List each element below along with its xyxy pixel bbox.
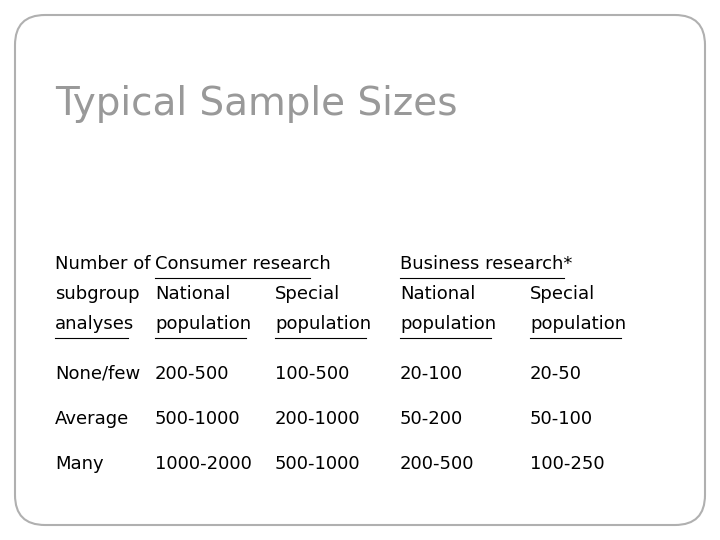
- Text: 200-500: 200-500: [155, 365, 230, 383]
- Text: population: population: [155, 315, 251, 333]
- Text: 1000-2000: 1000-2000: [155, 455, 252, 473]
- Text: 50-100: 50-100: [530, 410, 593, 428]
- Text: analyses: analyses: [55, 315, 134, 333]
- Text: Business research*: Business research*: [400, 255, 572, 273]
- Text: Typical Sample Sizes: Typical Sample Sizes: [55, 85, 457, 123]
- FancyBboxPatch shape: [15, 15, 705, 525]
- Text: 50-200: 50-200: [400, 410, 463, 428]
- Text: 500-1000: 500-1000: [155, 410, 240, 428]
- Text: National: National: [400, 285, 475, 303]
- Text: 500-1000: 500-1000: [275, 455, 361, 473]
- Text: 20-100: 20-100: [400, 365, 463, 383]
- Text: 200-500: 200-500: [400, 455, 474, 473]
- Text: Number of: Number of: [55, 255, 150, 273]
- Text: population: population: [400, 315, 496, 333]
- Text: population: population: [530, 315, 626, 333]
- Text: subgroup: subgroup: [55, 285, 140, 303]
- Text: Average: Average: [55, 410, 130, 428]
- Text: Special: Special: [530, 285, 595, 303]
- Text: 20-50: 20-50: [530, 365, 582, 383]
- Text: Consumer research: Consumer research: [155, 255, 330, 273]
- Text: 100-250: 100-250: [530, 455, 605, 473]
- Text: Special: Special: [275, 285, 341, 303]
- Text: 200-1000: 200-1000: [275, 410, 361, 428]
- Text: 100-500: 100-500: [275, 365, 349, 383]
- Text: None/few: None/few: [55, 365, 140, 383]
- Text: population: population: [275, 315, 371, 333]
- Text: National: National: [155, 285, 230, 303]
- Text: Many: Many: [55, 455, 104, 473]
